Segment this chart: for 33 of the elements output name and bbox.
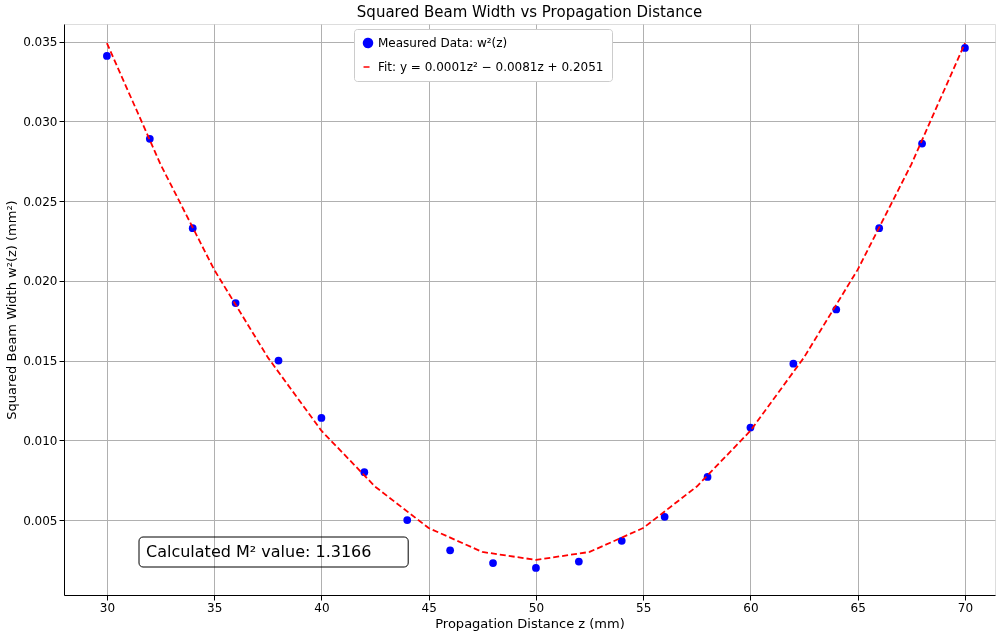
x-tick-label: 70 <box>957 600 974 615</box>
y-tick-label: 0.010 <box>23 433 58 448</box>
point <box>489 559 497 567</box>
x-tick-label: 65 <box>850 600 866 615</box>
y-tick-label: 0.020 <box>23 274 58 289</box>
x-tick-label: 45 <box>421 600 437 615</box>
y-axis-title: Squared Beam Width w²(z) (mm²) <box>4 200 20 420</box>
legend-label: Measured Data: w²(z) <box>378 36 508 50</box>
y-tick-label: 0.025 <box>23 194 58 209</box>
x-axis-title: Propagation Distance z (mm) <box>435 615 625 631</box>
y-tick-label: 0.005 <box>23 513 58 528</box>
point <box>617 536 626 545</box>
point <box>403 516 412 524</box>
annotation: Calculated M² value: 1.3166 <box>146 542 372 561</box>
point <box>574 557 583 566</box>
x-tick-label: 30 <box>99 600 116 615</box>
legend-label: Fit: y = 0.0001z² − 0.0081z + 0.2051 <box>378 60 604 74</box>
point <box>446 546 454 555</box>
y-tick-label: 0.015 <box>23 354 58 369</box>
chart-title: Squared Beam Width vs Propagation Distance <box>356 3 703 21</box>
x-tick-label: 60 <box>743 600 759 615</box>
point <box>789 359 798 368</box>
y-tick-label: 0.035 <box>23 35 58 50</box>
point <box>660 512 669 521</box>
x-tick-label: 35 <box>207 600 223 615</box>
point <box>532 564 540 572</box>
x-tick-label: 50 <box>528 600 545 615</box>
point <box>317 414 326 422</box>
x-tick-label: 55 <box>636 600 652 615</box>
x-tick-label: 40 <box>314 600 330 615</box>
y-tick-label: 0.030 <box>23 114 58 129</box>
point <box>103 52 111 60</box>
point <box>274 356 283 365</box>
